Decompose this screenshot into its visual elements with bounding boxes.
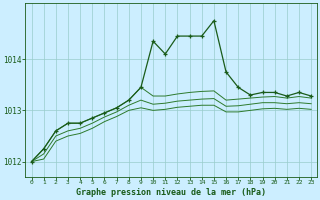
X-axis label: Graphe pression niveau de la mer (hPa): Graphe pression niveau de la mer (hPa) <box>76 188 266 197</box>
